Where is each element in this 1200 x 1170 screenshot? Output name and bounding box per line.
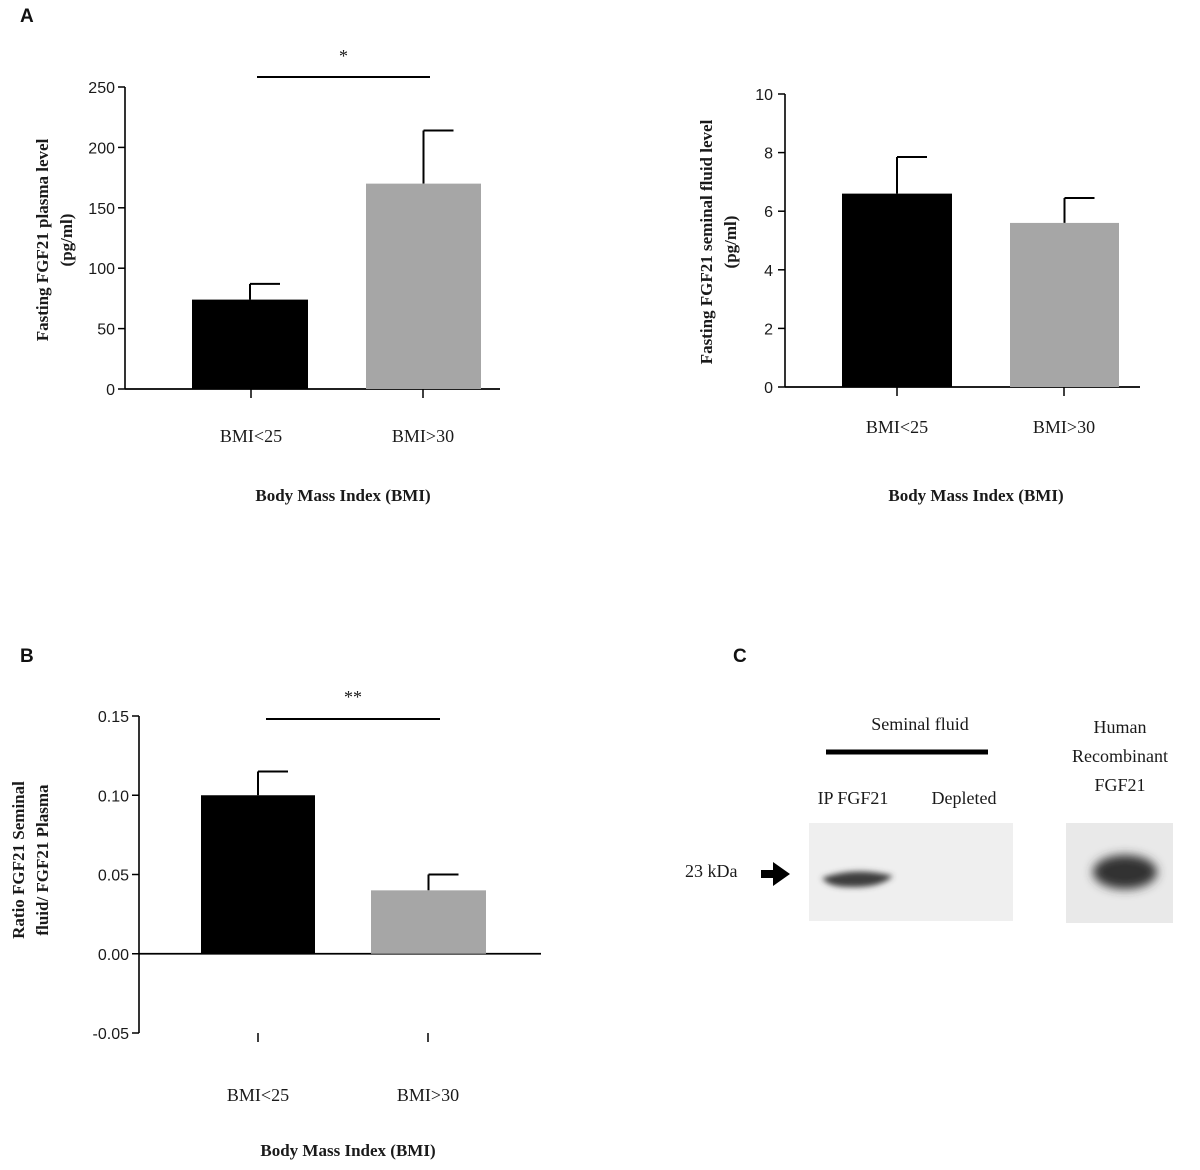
x-category-label: BMI>30: [392, 426, 454, 446]
recombinant-label-1: Human: [1094, 717, 1147, 737]
x-category-label: BMI>30: [1033, 417, 1095, 437]
blot-band-ip: [822, 871, 893, 888]
y-tick-label: 4: [764, 263, 773, 280]
bar-BMIlt25: [192, 299, 308, 389]
blot-membrane-seminal: [809, 823, 1013, 921]
y-axis-unit: fluid/ FGF21 Plasma: [33, 784, 52, 936]
y-tick-label: 8: [764, 146, 773, 163]
y-axis-title: Ratio FGF21 Seminal: [9, 781, 28, 939]
x-category-label: BMI<25: [220, 426, 282, 446]
y-tick-label: 0.15: [98, 709, 129, 726]
y-tick-label: 0.10: [98, 788, 129, 805]
y-tick-label: 0: [764, 380, 773, 397]
x-axis-title: Body Mass Index (BMI): [255, 486, 430, 505]
y-axis-title: Fasting FGF21 plasma level: [33, 138, 52, 341]
y-axis-title: Fasting FGF21 seminal fluid level: [697, 119, 716, 364]
significance-marker: **: [344, 687, 362, 707]
x-category-label: BMI>30: [397, 1085, 459, 1105]
y-tick-label: 10: [755, 87, 773, 104]
bar-BMIgt30: [1010, 222, 1119, 387]
panel-label-c: C: [733, 646, 747, 667]
y-axis-unit: (pg/ml): [721, 216, 740, 269]
y-tick-label: 0.05: [98, 868, 129, 885]
blot-band-recombinant: [1093, 855, 1157, 889]
y-tick-label: 2: [764, 321, 773, 338]
recombinant-label-2: Recombinant: [1072, 746, 1168, 766]
panel-label-b: B: [20, 646, 34, 667]
y-tick-label: -0.05: [93, 1026, 130, 1043]
chart-ratio: -0.05 0.00 0.05 0.10 0.15 BMI<25 BMI>30 Body Ma…: [9, 687, 541, 1160]
y-tick-label: 50: [97, 322, 115, 339]
significance-marker: *: [339, 46, 348, 66]
panel-label-a: A: [20, 6, 34, 27]
bar-BMIgt30: [371, 890, 486, 954]
y-tick-label: 6: [764, 204, 773, 221]
y-tick-label: 100: [88, 261, 115, 278]
x-axis-title: Body Mass Index (BMI): [260, 1141, 435, 1160]
bar-BMIlt25: [201, 795, 315, 954]
y-axis-unit: (pg/ml): [57, 214, 76, 267]
recombinant-label-3: FGF21: [1094, 775, 1145, 795]
marker-arrow-icon: [761, 862, 790, 886]
y-tick-label: 200: [88, 140, 115, 157]
chart-seminal: 0 2 4 6 8 10 BMI<25 BMI>30 Body Mass Index (BMI)…: [697, 87, 1140, 505]
bar-BMIlt25: [842, 193, 952, 387]
chart-plasma: 0 50 100 150 200 250 BMI<25 BMI>30 Body Mass Ind…: [33, 46, 500, 505]
x-category-label: BMI<25: [866, 417, 928, 437]
bar-BMIgt30: [366, 183, 481, 389]
western-blot: Seminal fluid IP FGF21 Depleted Human Re…: [685, 714, 1173, 923]
y-tick-label: 250: [88, 80, 115, 97]
y-tick-label: 150: [88, 201, 115, 218]
lane-depleted-label: Depleted: [932, 788, 997, 808]
lane-ip-label: IP FGF21: [818, 788, 889, 808]
x-category-label: BMI<25: [227, 1085, 289, 1105]
seminal-fluid-label: Seminal fluid: [871, 714, 969, 734]
y-tick-label: 0: [106, 382, 115, 399]
y-tick-label: 0.00: [98, 947, 129, 964]
marker-label: 23 kDa: [685, 861, 738, 881]
x-axis-title: Body Mass Index (BMI): [888, 486, 1063, 505]
